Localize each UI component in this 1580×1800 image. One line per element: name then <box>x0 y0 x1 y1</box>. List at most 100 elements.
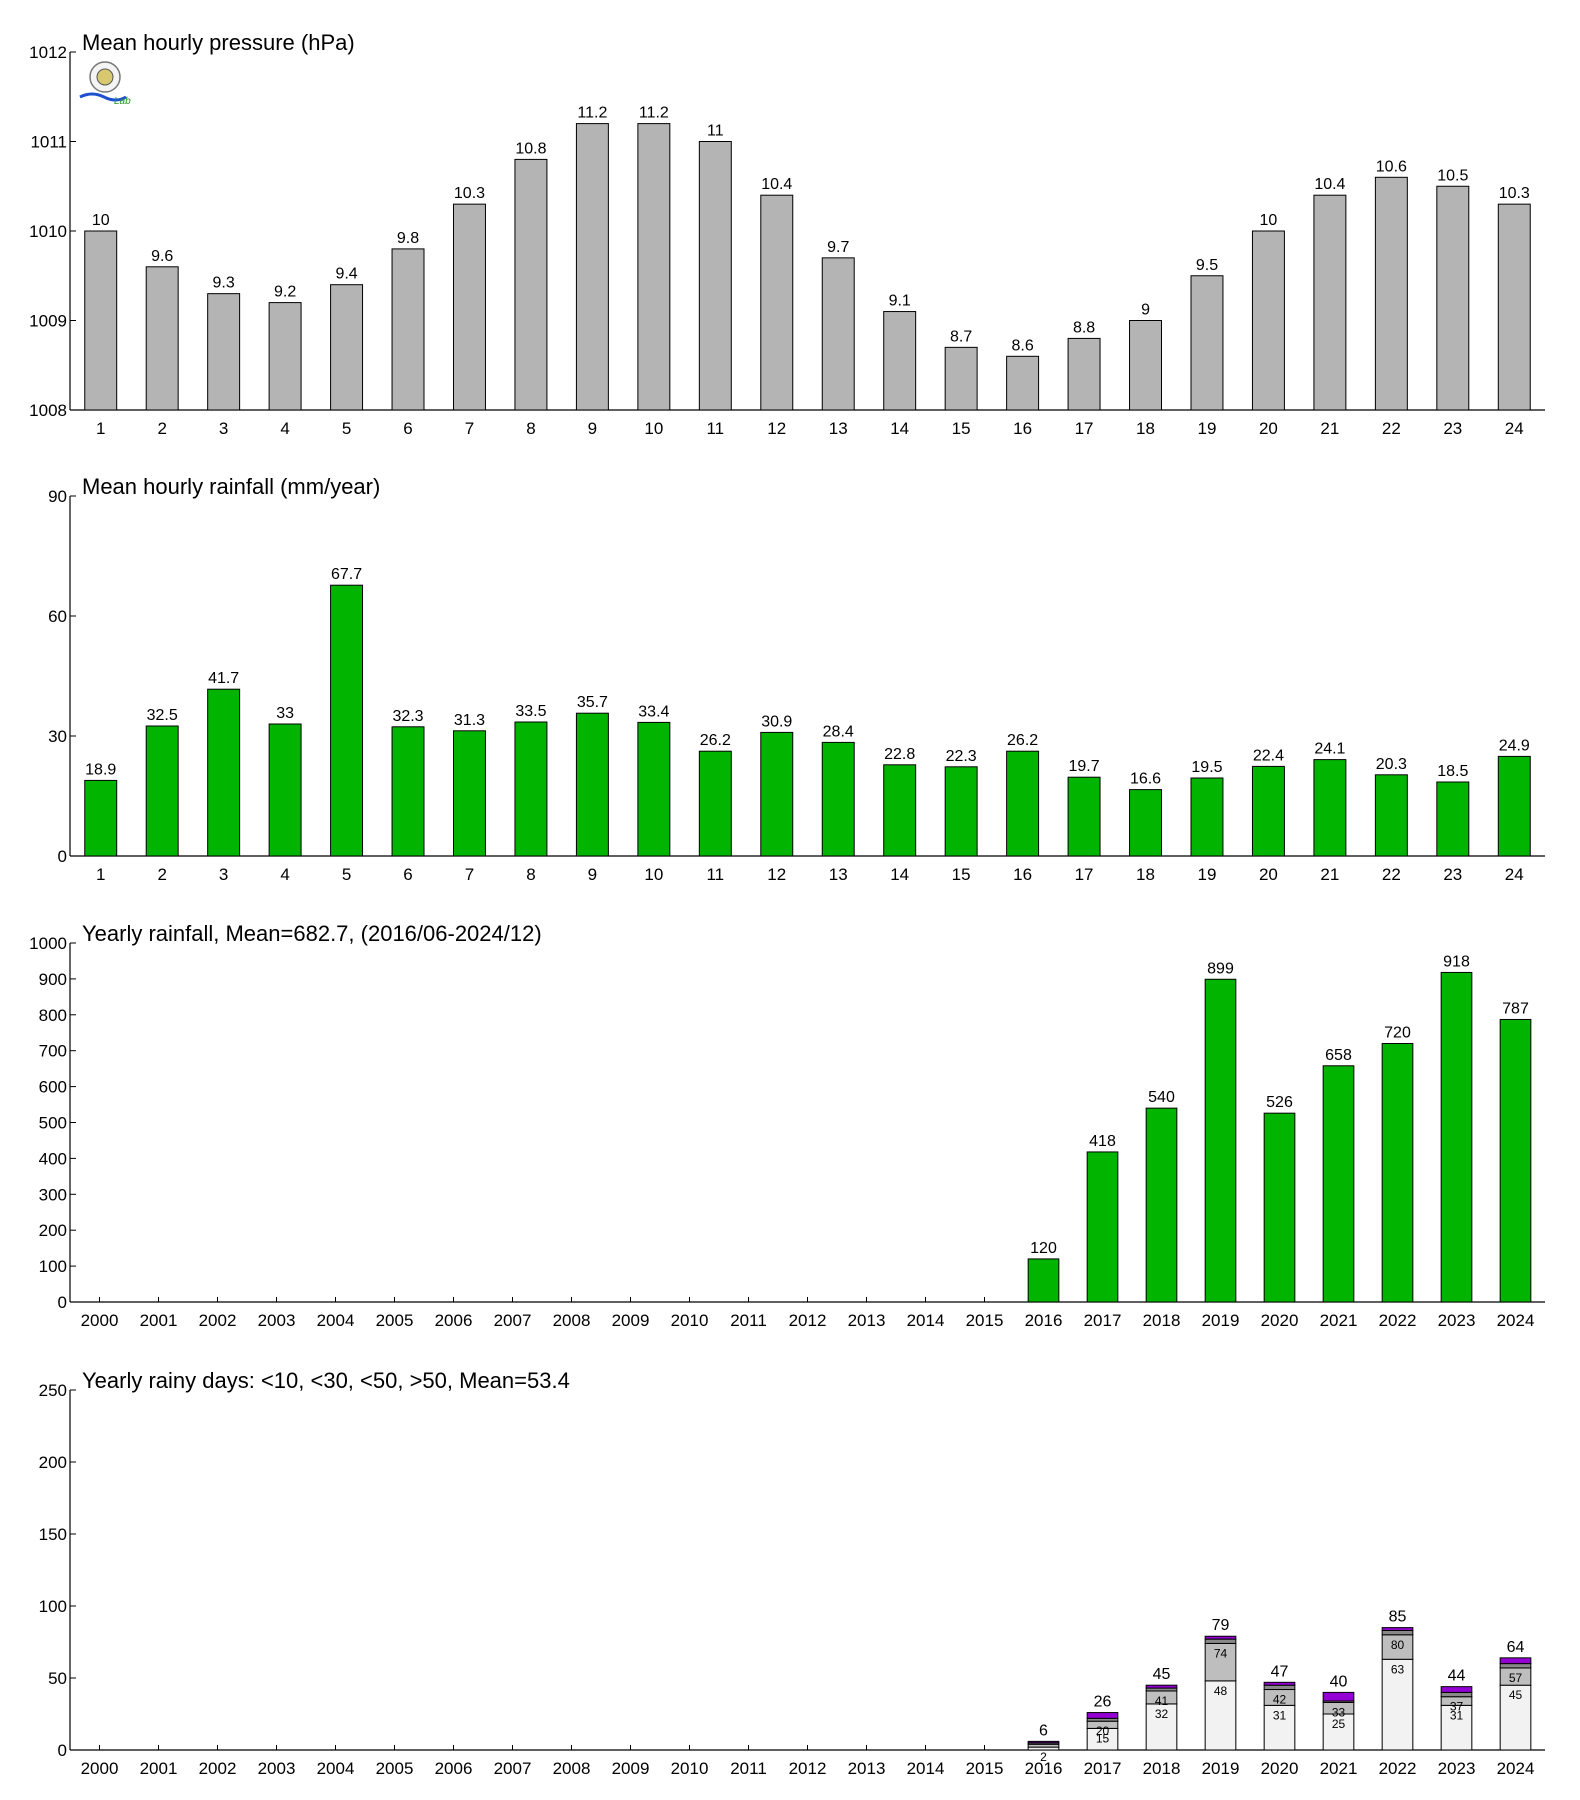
x-tick-label: 12 <box>767 419 786 438</box>
x-tick-label: 20 <box>1259 865 1278 884</box>
bar-value-label: 9 <box>1141 302 1150 319</box>
y-tick-label: 400 <box>39 1149 67 1168</box>
x-tick-label: 9 <box>588 419 597 438</box>
bar-segment-lt50 <box>1263 1684 1296 1691</box>
segment-label-lt30: 20 <box>1096 1724 1110 1738</box>
bar-segment-gt50 <box>1440 1686 1473 1693</box>
bar <box>268 723 302 857</box>
bar <box>330 584 364 857</box>
x-tick-label: 2020 <box>1261 1311 1299 1330</box>
x-tick-label: 14 <box>890 865 909 884</box>
x-tick-label: 4 <box>280 865 289 884</box>
bar-value-label: 8.8 <box>1073 319 1095 336</box>
y-tick-label: 250 <box>39 1381 67 1400</box>
bar-total-label: 64 <box>1507 1639 1525 1656</box>
bar-total-label: 26 <box>1094 1694 1112 1711</box>
x-tick-label: 2006 <box>435 1759 473 1778</box>
bar <box>1006 355 1040 411</box>
x-tick-label: 14 <box>890 419 909 438</box>
bar-value-label: 9.4 <box>335 266 357 283</box>
bar-total-label: 45 <box>1153 1666 1171 1683</box>
bar-total-label: 85 <box>1389 1609 1407 1626</box>
bar <box>391 248 425 411</box>
bar-total-label: 44 <box>1448 1668 1466 1685</box>
bar-value-label: 33.5 <box>515 703 546 720</box>
y-tick-label: 1012 <box>29 43 67 62</box>
segment-label-lt30: 42 <box>1273 1693 1287 1707</box>
bar <box>330 284 364 411</box>
y-tick-label: 0 <box>58 847 67 866</box>
x-tick-label: 17 <box>1075 419 1094 438</box>
x-tick-label: 10 <box>644 419 663 438</box>
x-tick-label: 21 <box>1320 419 1339 438</box>
bar-value-label: 19.5 <box>1191 759 1222 776</box>
segment-label-lt10: 31 <box>1450 1708 1464 1722</box>
bar <box>1436 185 1470 411</box>
bar <box>1251 765 1285 857</box>
x-tick-label: 23 <box>1443 419 1462 438</box>
x-tick-label: 2 <box>157 865 166 884</box>
bar-value-label: 10.5 <box>1437 167 1468 184</box>
bar-segment-lt50 <box>1204 1638 1237 1644</box>
bar <box>207 688 241 857</box>
y-tick-label: 50 <box>48 1669 67 1688</box>
bar-segment-gt50 <box>1145 1684 1178 1689</box>
y-tick-label: 100 <box>39 1257 67 1276</box>
x-tick-label: 3 <box>219 419 228 438</box>
x-tick-label: 24 <box>1505 865 1524 884</box>
bar <box>760 194 794 411</box>
x-tick-label: 2007 <box>494 1759 532 1778</box>
x-tick-label: 11 <box>706 865 724 884</box>
x-tick-label: 2001 <box>140 1759 178 1778</box>
x-tick-label: 2004 <box>317 1759 355 1778</box>
bar-value-label: 19.7 <box>1068 758 1099 775</box>
x-tick-label: 6 <box>403 865 412 884</box>
bar-value-label: 10.4 <box>1314 176 1345 193</box>
x-tick-label: 2017 <box>1084 1759 1122 1778</box>
bar-value-label: 9.6 <box>151 248 173 265</box>
bar <box>1381 1043 1414 1303</box>
x-tick-label: 16 <box>1013 419 1032 438</box>
x-tick-label: 19 <box>1198 865 1217 884</box>
bar <box>698 750 732 857</box>
bar-value-label: 10 <box>92 212 110 229</box>
logo-seal-inner-icon <box>96 68 114 86</box>
x-tick-label: 18 <box>1136 419 1155 438</box>
x-tick-label: 2012 <box>789 1311 827 1330</box>
bar-segment-lt10 <box>1440 1704 1473 1751</box>
bar-value-label: 33.4 <box>638 703 669 720</box>
bar-value-label: 418 <box>1089 1133 1116 1150</box>
bar-value-label: 120 <box>1030 1240 1057 1257</box>
y-tick-label: 1011 <box>30 133 67 152</box>
x-tick-label: 2 <box>157 419 166 438</box>
bar-value-label: 8.7 <box>950 328 972 345</box>
segment-label-lt30: 80 <box>1391 1638 1405 1652</box>
x-tick-label: 2003 <box>258 1311 296 1330</box>
x-tick-label: 2024 <box>1497 1759 1535 1778</box>
x-tick-label: 2003 <box>258 1759 296 1778</box>
bar-segment-lt10 <box>1204 1680 1237 1751</box>
bar-value-label: 10.6 <box>1376 158 1407 175</box>
bar <box>1129 320 1162 411</box>
bar-value-label: 32.5 <box>147 707 178 724</box>
x-tick-label: 3 <box>219 865 228 884</box>
bar <box>1497 755 1531 857</box>
x-tick-label: 10 <box>644 865 663 884</box>
x-tick-label: 21 <box>1320 865 1339 884</box>
chart-title: Mean hourly rainfall (mm/year) <box>82 474 380 499</box>
bar-value-label: 41.7 <box>208 670 239 687</box>
bar <box>145 725 179 857</box>
x-tick-label: 22 <box>1382 865 1401 884</box>
x-tick-label: 2016 <box>1025 1759 1063 1778</box>
x-tick-label: 2006 <box>435 1311 473 1330</box>
bar <box>1006 750 1040 857</box>
x-tick-label: 2016 <box>1025 1311 1063 1330</box>
x-tick-label: 2023 <box>1438 1311 1476 1330</box>
bar-value-label: 26.2 <box>700 732 731 749</box>
bar-value-label: 32.3 <box>392 708 423 725</box>
bar <box>1251 230 1285 411</box>
bar <box>575 123 609 411</box>
x-tick-label: 17 <box>1075 865 1094 884</box>
x-tick-label: 15 <box>952 865 971 884</box>
